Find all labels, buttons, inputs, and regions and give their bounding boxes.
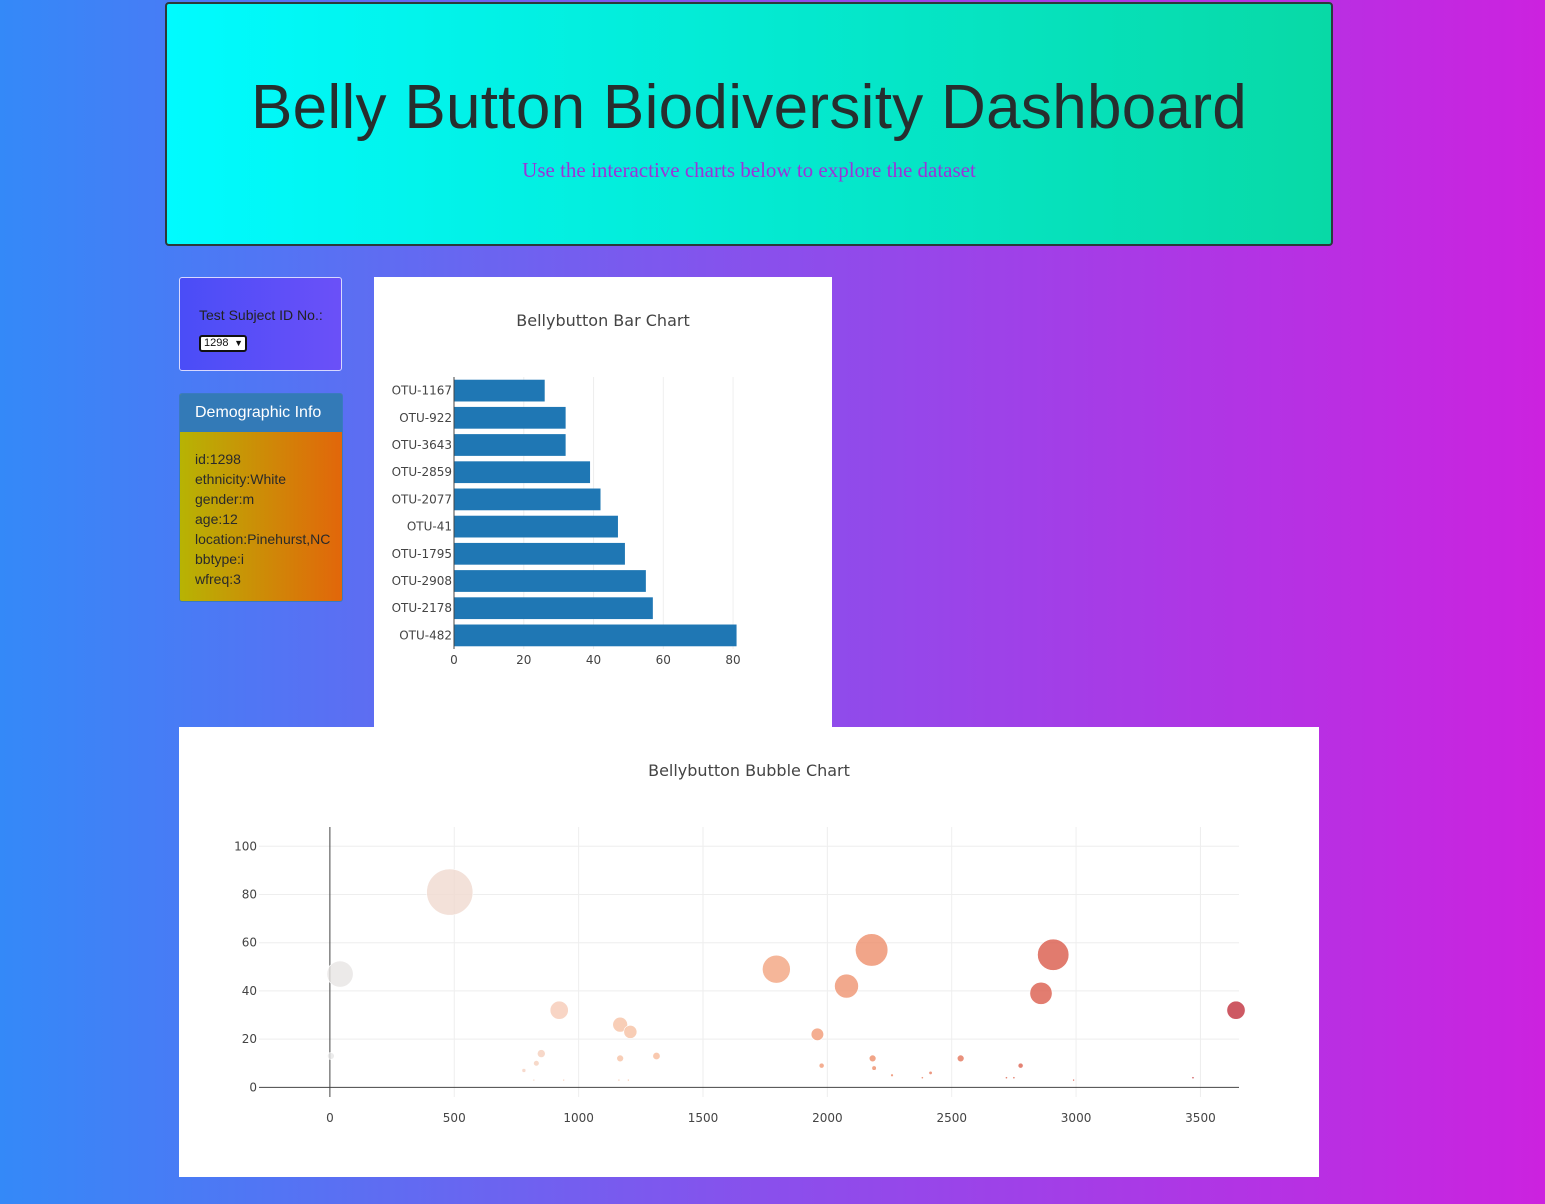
bubble-chart-panel: Bellybutton Bubble Chart 0 500 1000 1500 2000… — [179, 727, 1319, 1177]
bubble — [1029, 981, 1053, 1005]
bar-x-tick-label: 40 — [586, 653, 601, 667]
bar — [454, 488, 601, 511]
bubble — [890, 1073, 894, 1078]
subject-id-value: 1298 — [204, 337, 229, 349]
bubble — [426, 868, 474, 916]
bubble — [855, 933, 889, 967]
demographic-info-title: Demographic Info — [180, 394, 342, 432]
bubble — [327, 1052, 335, 1060]
bar-x-tick-label: 80 — [725, 653, 740, 667]
bubble-y-tick-label: 80 — [242, 888, 257, 902]
bubble-x-tick-label: 1500 — [688, 1111, 719, 1125]
bar — [454, 515, 618, 538]
header-banner: Belly Button Biodiversity Dashboard Use … — [165, 2, 1333, 246]
bar-y-tick-label: OTU-2859 — [392, 465, 452, 479]
bar-y-tick-label: OTU-482 — [399, 628, 452, 642]
bubble — [326, 960, 354, 988]
bar-x-tick-label: 60 — [656, 653, 671, 667]
bubble — [623, 1025, 638, 1039]
bubble — [617, 1078, 621, 1082]
bubble — [1072, 1078, 1075, 1082]
bar-chart: Bellybutton Bar Chart 0 20 40 60 80 OTU-1167 OT… — [392, 311, 741, 667]
bubble — [627, 1078, 630, 1082]
bubble — [871, 1065, 877, 1071]
bar — [454, 542, 625, 565]
bubble-chart-title: Bellybutton Bubble Chart — [648, 761, 850, 780]
bubble-x-tick-label: 0 — [326, 1111, 334, 1125]
bar-x-tick-label: 0 — [450, 653, 458, 667]
bubble — [1037, 938, 1070, 971]
bubble-y-tick-label: 60 — [242, 936, 257, 950]
demographic-line: age:12 — [195, 511, 238, 527]
demographic-info-body: id:1298 ethnicity:White gender:m age:12 … — [180, 432, 342, 589]
bar — [454, 434, 566, 456]
page-title: Belly Button Biodiversity Dashboard — [250, 73, 1248, 142]
bar-y-tick-label: OTU-922 — [399, 411, 452, 425]
bar — [454, 406, 566, 429]
bubble-x-tick-label: 3500 — [1185, 1111, 1216, 1125]
bubble — [810, 1027, 824, 1041]
bubble-x-tick-label: 1000 — [563, 1111, 594, 1125]
bubble — [868, 1054, 877, 1063]
bubble — [521, 1068, 527, 1073]
bubble — [612, 1016, 628, 1033]
bar-y-tick-label: OTU-2077 — [392, 492, 452, 506]
bubble — [1017, 1062, 1024, 1069]
bubble — [549, 1000, 569, 1020]
bubble — [1004, 1076, 1008, 1080]
bar-y-tick-label: OTU-41 — [407, 520, 452, 534]
bubble — [762, 954, 791, 984]
bar-chart-title: Bellybutton Bar Chart — [516, 311, 689, 330]
bubble-x-tick-label: 3000 — [1061, 1111, 1092, 1125]
demographic-line: id:1298 — [195, 451, 241, 467]
bar-y-tick-label: OTU-2178 — [392, 601, 452, 615]
demographic-line: location:Pinehurst,NC — [195, 531, 331, 547]
bubble — [532, 1078, 536, 1082]
bubble — [562, 1078, 565, 1082]
bubble-x-tick-label: 2000 — [812, 1111, 843, 1125]
bar-chart-panel: Bellybutton Bar Chart 0 20 40 60 80 OTU-1167 OT… — [374, 277, 832, 727]
bubble — [616, 1054, 624, 1063]
bubble-y-tick-label: 100 — [234, 839, 257, 853]
bar — [454, 461, 591, 484]
demographic-info-panel: Demographic Info id:1298 ethnicity:White… — [179, 393, 343, 602]
bar — [454, 624, 737, 647]
bubble — [928, 1070, 933, 1075]
bubble — [652, 1052, 661, 1061]
bubble — [956, 1054, 965, 1063]
bar-y-tick-label: OTU-1795 — [392, 547, 452, 561]
bar — [454, 597, 653, 620]
bubble — [1226, 1000, 1246, 1020]
subject-selector-panel: Test Subject ID No.: 1298 ▼ — [179, 277, 342, 371]
bubble-x-tick-label: 2500 — [936, 1111, 967, 1125]
bubble-x-tick-label: 500 — [443, 1111, 466, 1125]
demographic-line: wfreq:3 — [195, 571, 241, 587]
bubble-y-tick-label: 0 — [249, 1080, 257, 1094]
bubble — [834, 973, 859, 999]
bar — [454, 379, 545, 402]
bubble — [1191, 1076, 1195, 1080]
demographic-line: gender:m — [195, 491, 255, 507]
bubble — [537, 1049, 546, 1058]
bar-y-tick-label: OTU-1167 — [392, 384, 452, 398]
bar — [454, 570, 646, 592]
bubble — [1012, 1076, 1016, 1080]
subject-id-select[interactable]: 1298 ▼ — [199, 335, 247, 352]
bubble — [818, 1062, 825, 1069]
subject-selector-label: Test Subject ID No.: — [199, 307, 323, 323]
bubble-y-tick-label: 40 — [242, 984, 257, 998]
demographic-line: ethnicity:White — [195, 471, 287, 487]
bubble — [533, 1060, 540, 1067]
chevron-down-icon: ▼ — [234, 338, 243, 348]
demographic-line: bbtype:i — [195, 551, 245, 567]
page-subtitle: Use the interactive charts below to expl… — [522, 158, 976, 182]
bar-y-tick-label: OTU-3643 — [392, 438, 452, 452]
bar-y-tick-label: OTU-2908 — [392, 574, 452, 588]
bubble — [920, 1076, 924, 1080]
bubble-y-tick-label: 20 — [242, 1032, 257, 1046]
bar-x-tick-label: 20 — [516, 653, 531, 667]
